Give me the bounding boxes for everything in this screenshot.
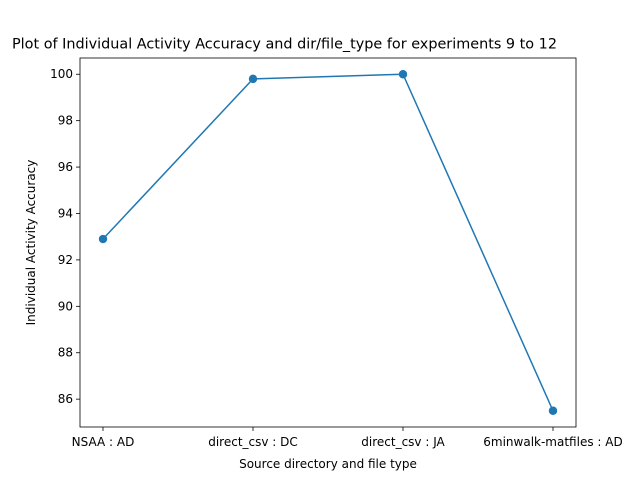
data-point xyxy=(548,406,558,415)
x-tick-label: direct_csv : DC xyxy=(208,435,298,449)
y-tick-label: 100 xyxy=(50,67,73,81)
y-tick-label: 88 xyxy=(58,346,73,360)
data-point xyxy=(398,70,408,79)
series-line xyxy=(102,73,554,412)
y-tick-label: 86 xyxy=(58,392,73,406)
y-tick-label: 90 xyxy=(58,299,73,313)
x-axis-label: Source directory and file type xyxy=(239,457,417,471)
series-points xyxy=(98,70,558,415)
y-axis-label: Individual Activity Accuracy xyxy=(24,160,38,326)
y-tick-label: 98 xyxy=(58,114,73,128)
plot-area xyxy=(98,70,558,415)
x-axis: NSAA : AD direct_csv : DC direct_csv : JA 6… xyxy=(72,427,623,449)
y-tick-label: 94 xyxy=(58,206,73,220)
y-tick-label: 96 xyxy=(58,160,73,174)
x-tick-label: 6minwalk-matfiles : AD xyxy=(483,435,622,449)
x-tick-label: NSAA : AD xyxy=(72,435,135,449)
y-tick-label: 92 xyxy=(58,253,73,267)
plot-frame xyxy=(79,57,577,428)
y-axis: 86 88 90 92 94 96 98 100 xyxy=(50,67,80,406)
data-point xyxy=(248,74,258,84)
data-point xyxy=(98,234,108,244)
chart-title: Plot of Individual Activity Accuracy and… xyxy=(12,37,557,53)
x-tick-label: direct_csv : JA xyxy=(361,435,445,449)
